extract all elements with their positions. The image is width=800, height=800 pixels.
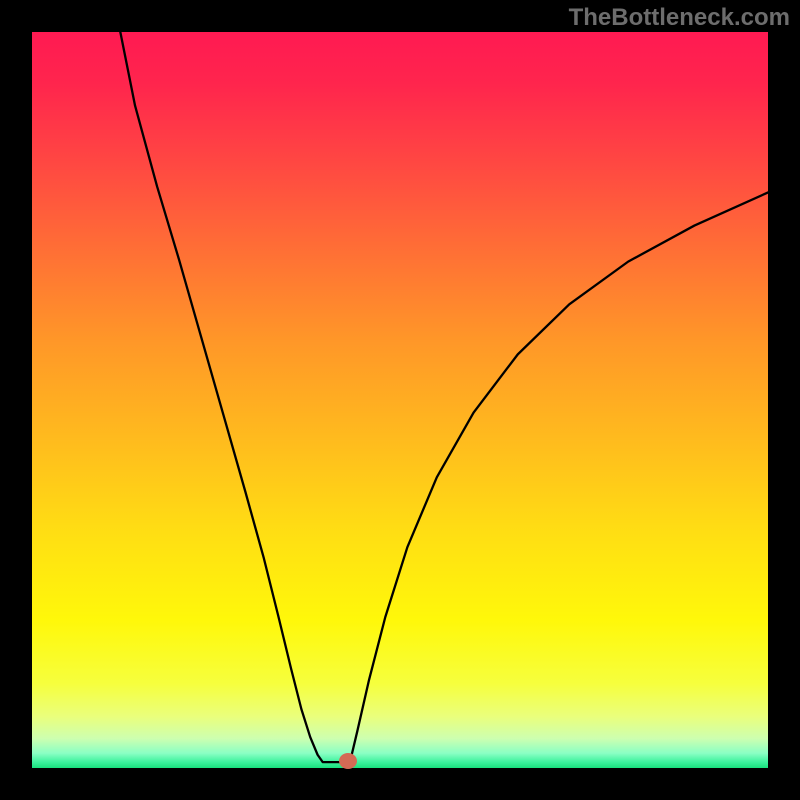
chart-frame: TheBottleneck.com [0,0,800,800]
plot-area [32,32,768,768]
watermark-text: TheBottleneck.com [569,4,790,32]
curve-path [120,32,768,762]
optimum-marker [339,753,357,769]
bottleneck-curve [32,32,768,768]
